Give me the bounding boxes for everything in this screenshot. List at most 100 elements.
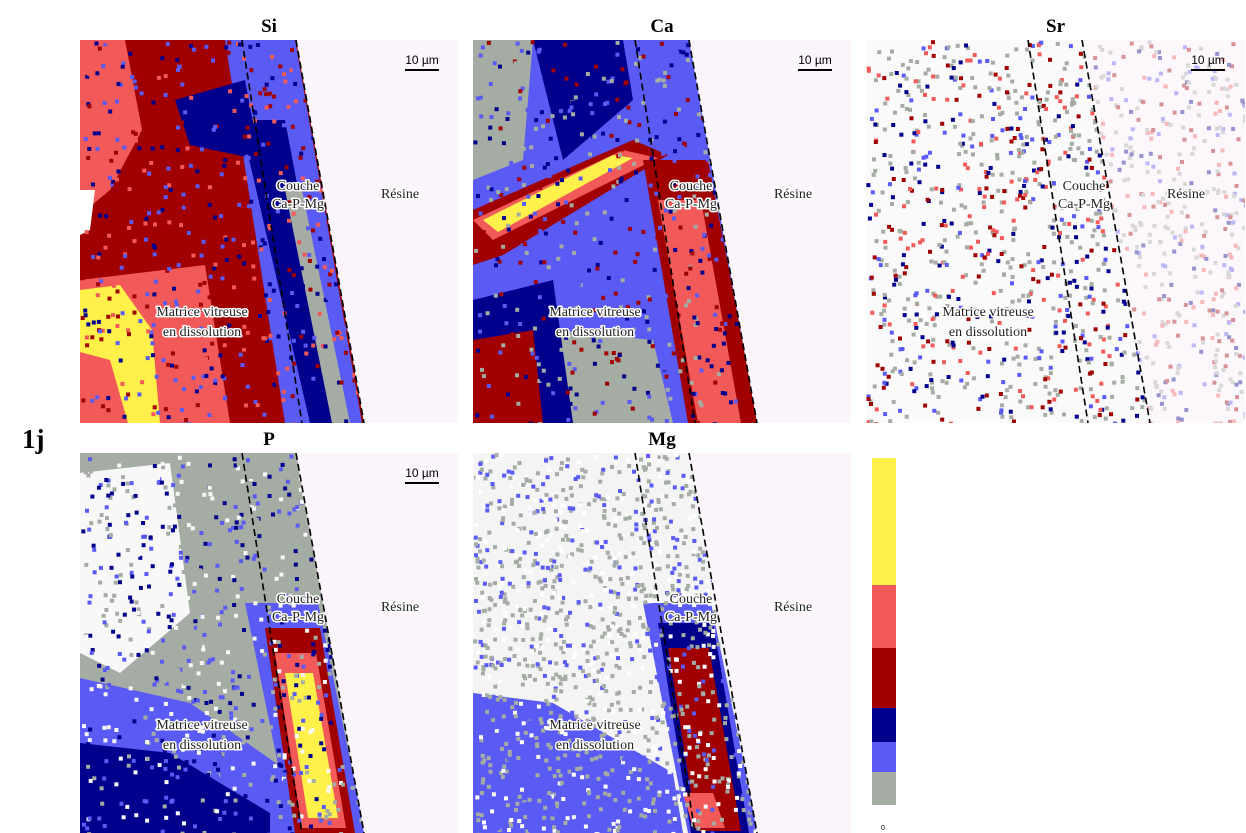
map-pixel	[182, 645, 187, 650]
map-pixel	[195, 403, 200, 408]
map-pixel	[89, 521, 94, 526]
map-pixel	[568, 401, 573, 406]
map-pixel	[494, 453, 499, 458]
map-pixel	[709, 731, 714, 736]
map-pixel	[648, 648, 653, 653]
map-pixel	[673, 78, 678, 83]
map-pixel	[177, 64, 182, 69]
map-pixel	[583, 734, 588, 739]
map-pixel	[991, 117, 995, 121]
map-pixel	[667, 664, 672, 669]
map-pixel	[636, 300, 641, 305]
map-pixel	[110, 182, 115, 187]
map-pixel	[623, 81, 628, 86]
map-pixel	[606, 385, 611, 390]
map-pixel	[292, 813, 297, 818]
map-pixel	[237, 674, 242, 679]
map-pixel	[545, 638, 550, 642]
map-pixel	[981, 268, 986, 273]
map-pixel	[661, 78, 666, 83]
map-pixel	[900, 62, 905, 67]
boundary-line	[634, 453, 696, 833]
map-pixel	[558, 681, 563, 686]
map-pixel	[638, 565, 643, 570]
map-pixel	[247, 470, 252, 475]
matrix-label: en dissolution	[556, 325, 634, 340]
map-pixel	[578, 484, 583, 489]
map-pixel	[90, 398, 95, 403]
map-pixel	[637, 644, 642, 648]
map-pixel	[1021, 142, 1026, 147]
map-pixel	[520, 682, 525, 687]
map-pixel	[1107, 354, 1112, 359]
map-pixel	[564, 617, 568, 622]
map-pixel	[901, 178, 906, 182]
map-pixel	[1101, 301, 1106, 306]
map-pixel	[533, 280, 538, 285]
map-pixel	[940, 190, 945, 195]
map-pixel	[977, 191, 982, 196]
map-pixel	[300, 726, 305, 731]
map-pixel	[500, 581, 505, 586]
map-pixel	[136, 610, 141, 615]
map-pixel	[518, 709, 523, 714]
map-pixel	[244, 569, 249, 574]
map-pixel	[889, 352, 894, 357]
map-pixel	[551, 717, 556, 722]
map-pixel	[152, 177, 157, 181]
map-pixel	[596, 669, 601, 674]
map-pixel	[686, 299, 691, 304]
map-pixel	[112, 739, 117, 744]
map-pixel	[653, 589, 658, 594]
map-pixel	[145, 756, 150, 761]
map-pixel	[276, 334, 281, 339]
map-pixel	[695, 808, 700, 813]
map-pixel	[218, 353, 223, 358]
map-pixel	[163, 499, 168, 504]
map-pixel	[552, 590, 557, 595]
map-pixel	[491, 694, 496, 699]
layer-label: Ca-P-Mg	[272, 197, 324, 212]
map-pixel	[1017, 154, 1022, 159]
map-pixel	[600, 634, 605, 639]
map-pixel	[650, 726, 655, 731]
map-pixel	[697, 774, 702, 779]
map-pixel	[611, 709, 616, 714]
map-pixel	[655, 715, 659, 720]
map-pixel	[870, 190, 875, 195]
map-pixel	[319, 741, 324, 746]
map-pixel	[716, 372, 721, 377]
map-pixel	[259, 628, 264, 633]
map-pixel	[1030, 314, 1035, 319]
map-pixel	[641, 523, 646, 527]
map-pixel	[1035, 170, 1040, 175]
map-pixel	[118, 756, 123, 761]
map-pixel	[215, 245, 220, 250]
map-pixel	[1045, 276, 1050, 281]
map-pixel	[510, 549, 515, 554]
map-pixel	[327, 664, 332, 669]
map-pixel	[552, 774, 557, 779]
map-pixel	[545, 565, 550, 570]
map-pixel	[684, 587, 689, 592]
map-pixel	[513, 710, 517, 715]
map-pixel	[171, 612, 176, 617]
map-pixel	[144, 572, 149, 576]
panel-title: Si	[261, 16, 277, 37]
map-pixel	[689, 380, 694, 385]
map-pixel	[568, 258, 573, 263]
map-pixel	[966, 340, 971, 345]
map-pixel	[149, 334, 154, 339]
map-pixel	[659, 633, 664, 638]
map-pixel	[134, 579, 139, 584]
map-pixel	[882, 380, 887, 385]
map-pixel	[539, 377, 544, 382]
map-pixel	[734, 399, 738, 404]
map-pixel	[164, 491, 169, 496]
map-pixel	[489, 414, 494, 419]
map-pixel	[301, 718, 306, 723]
map-pixel	[230, 678, 235, 683]
map-pixel	[188, 297, 193, 302]
map-pixel	[722, 331, 727, 336]
map-pixel	[490, 809, 495, 814]
